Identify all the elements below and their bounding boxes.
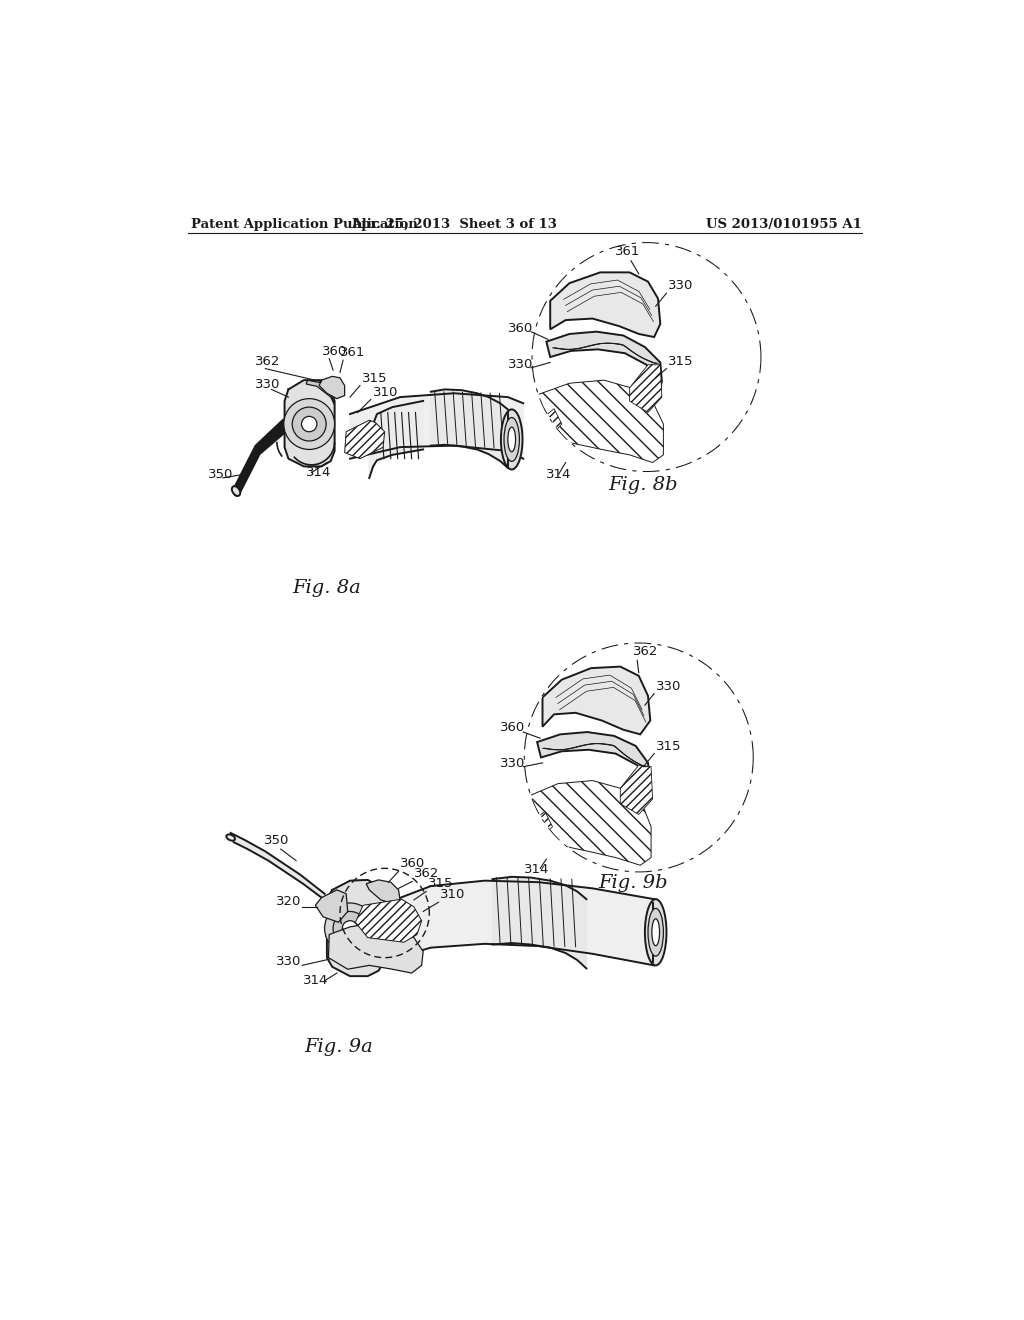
- Text: 360: 360: [500, 721, 525, 734]
- Text: 350: 350: [264, 834, 290, 846]
- Text: US 2013/0101955 A1: US 2013/0101955 A1: [707, 218, 862, 231]
- Polygon shape: [319, 376, 345, 399]
- Text: 362: 362: [255, 355, 281, 368]
- Circle shape: [342, 921, 357, 936]
- Polygon shape: [355, 899, 422, 942]
- Polygon shape: [345, 420, 385, 459]
- Text: 330: 330: [655, 680, 681, 693]
- Polygon shape: [550, 272, 660, 337]
- Ellipse shape: [231, 486, 241, 496]
- Polygon shape: [547, 331, 662, 397]
- Polygon shape: [329, 923, 423, 973]
- Circle shape: [292, 407, 326, 441]
- Text: 315: 315: [668, 355, 693, 368]
- Polygon shape: [315, 890, 348, 923]
- Circle shape: [524, 644, 753, 871]
- Text: Patent Application Publication: Patent Application Publication: [190, 218, 418, 231]
- Text: 314: 314: [524, 863, 550, 876]
- Text: 362: 362: [414, 867, 439, 880]
- Circle shape: [333, 911, 367, 945]
- Circle shape: [284, 399, 335, 450]
- Polygon shape: [621, 766, 652, 814]
- Text: 360: 360: [508, 322, 534, 335]
- Circle shape: [325, 903, 376, 954]
- Text: 315: 315: [655, 739, 681, 752]
- Ellipse shape: [504, 417, 519, 462]
- Text: 310: 310: [440, 887, 466, 900]
- Text: 314: 314: [306, 466, 332, 479]
- Text: Fig. 9b: Fig. 9b: [599, 874, 669, 892]
- Text: 330: 330: [508, 358, 534, 371]
- Text: 314: 314: [547, 469, 571, 480]
- Polygon shape: [385, 880, 654, 965]
- Ellipse shape: [652, 919, 659, 945]
- Polygon shape: [370, 401, 423, 478]
- Polygon shape: [538, 733, 650, 799]
- Text: 330: 330: [255, 378, 281, 391]
- Polygon shape: [285, 380, 335, 466]
- Text: Apr. 25, 2013  Sheet 3 of 13: Apr. 25, 2013 Sheet 3 of 13: [351, 218, 557, 231]
- Text: 361: 361: [340, 346, 366, 359]
- Text: 350: 350: [208, 469, 232, 480]
- Polygon shape: [529, 380, 664, 462]
- Text: Fig. 8b: Fig. 8b: [608, 475, 678, 494]
- Ellipse shape: [226, 834, 234, 841]
- Polygon shape: [431, 389, 508, 469]
- Polygon shape: [493, 876, 587, 969]
- Text: 320: 320: [276, 895, 301, 908]
- Text: Fig. 8a: Fig. 8a: [293, 579, 361, 598]
- Text: 310: 310: [373, 385, 398, 399]
- Text: 330: 330: [500, 756, 525, 770]
- Polygon shape: [521, 812, 553, 845]
- Text: Fig. 9a: Fig. 9a: [304, 1038, 373, 1056]
- Text: 362: 362: [633, 645, 658, 659]
- Polygon shape: [327, 880, 385, 977]
- Polygon shape: [306, 380, 335, 405]
- Polygon shape: [531, 409, 562, 444]
- Polygon shape: [630, 364, 662, 412]
- Polygon shape: [230, 833, 328, 903]
- Polygon shape: [367, 880, 400, 904]
- Text: 360: 360: [322, 345, 347, 358]
- Ellipse shape: [508, 428, 515, 451]
- Ellipse shape: [501, 409, 522, 470]
- Text: 315: 315: [428, 876, 454, 890]
- Text: 361: 361: [614, 244, 640, 257]
- Ellipse shape: [645, 899, 667, 965]
- Text: 314: 314: [303, 974, 328, 987]
- Text: 360: 360: [400, 857, 425, 870]
- Ellipse shape: [648, 908, 664, 956]
- Circle shape: [301, 416, 316, 432]
- Text: 330: 330: [276, 956, 301, 969]
- Polygon shape: [518, 780, 651, 866]
- Circle shape: [532, 243, 761, 471]
- Polygon shape: [543, 667, 650, 734]
- Polygon shape: [237, 422, 285, 494]
- Polygon shape: [350, 393, 523, 459]
- Text: 330: 330: [668, 280, 693, 292]
- Text: 315: 315: [361, 372, 387, 384]
